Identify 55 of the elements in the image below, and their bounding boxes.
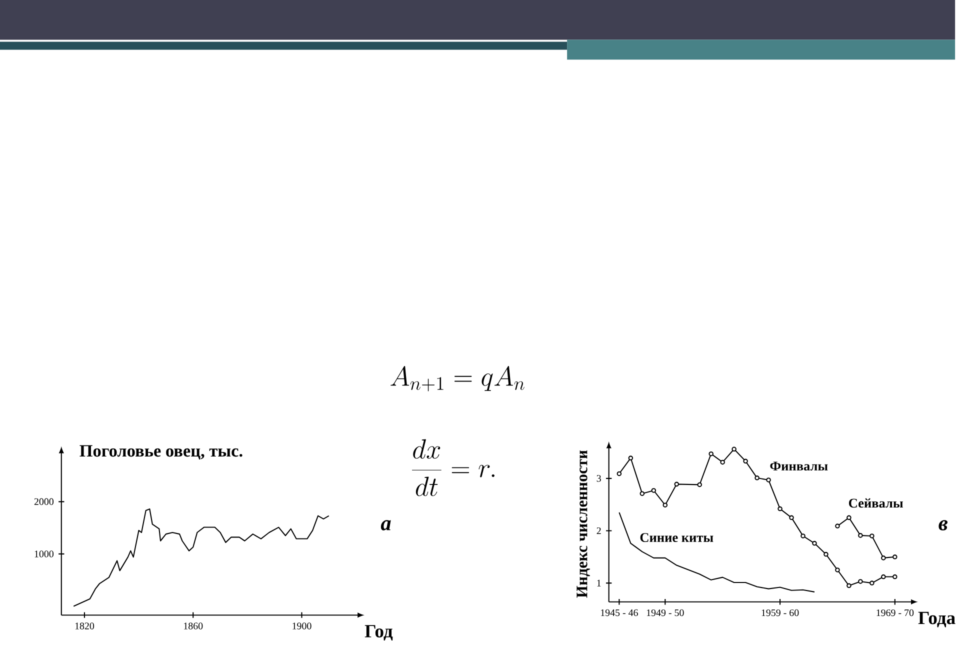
- point: [732, 446, 736, 452]
- x-tick-label: 1900: [292, 622, 312, 630]
- point: [628, 456, 634, 460]
- x-axis-title: Год: [364, 625, 393, 641]
- series-label: Синие киты: [640, 533, 714, 542]
- y-axis-title: Поголовье овец, тыс.: [80, 445, 242, 460]
- line-series: [73, 508, 330, 607]
- y-tick-label: 2000: [34, 498, 54, 506]
- point: [800, 534, 806, 538]
- point: [674, 482, 680, 487]
- text: $A_{n+1} = qA_n$: [390, 366, 524, 392]
- point: [754, 476, 760, 480]
- x-tick-label: 1959 - 60: [762, 609, 799, 616]
- point: [697, 482, 702, 488]
- series-label: Финвалы: [770, 462, 828, 471]
- text: в: [938, 520, 948, 530]
- point: [824, 552, 828, 557]
- x-tick-label: 1949 - 50: [646, 609, 684, 616]
- x-tick-label: 1820: [75, 622, 94, 630]
- point: [789, 515, 794, 520]
- point: [720, 460, 725, 465]
- point: [835, 524, 840, 528]
- point: [881, 556, 886, 560]
- y-tick-label: 1000: [34, 550, 54, 558]
- point: [708, 452, 714, 456]
- text: $\frac{dx}{dt} = r.$: [412, 439, 494, 496]
- point: [743, 458, 748, 464]
- point: [812, 540, 817, 546]
- point: [858, 533, 863, 538]
- point: [870, 534, 874, 538]
- point: [892, 554, 898, 560]
- series-label: Сейвалы: [848, 498, 903, 508]
- point: [651, 488, 656, 493]
- point: [846, 583, 852, 588]
- y-tick-label: 1: [597, 580, 601, 586]
- point: [778, 506, 782, 512]
- y-axis-title: Индекс численности: [576, 450, 590, 598]
- x-tick-label: 1860: [184, 622, 203, 630]
- point: [870, 580, 874, 586]
- point: [835, 568, 840, 572]
- point: [892, 574, 898, 580]
- point: [858, 579, 863, 584]
- point: [881, 574, 886, 580]
- text: а: [380, 520, 391, 530]
- x-tick-label: 1945 - 46: [601, 609, 638, 616]
- point: [616, 471, 622, 476]
- y-tick-label: 3: [596, 475, 601, 482]
- point: [662, 502, 668, 508]
- point: [640, 491, 645, 496]
- y-tick-label: 2: [596, 528, 601, 534]
- x-axis-title: Года: [918, 612, 956, 628]
- point: [846, 515, 852, 520]
- line-series: [618, 512, 816, 593]
- x-tick-label: 1969 - 70: [876, 609, 914, 616]
- point: [766, 478, 771, 482]
